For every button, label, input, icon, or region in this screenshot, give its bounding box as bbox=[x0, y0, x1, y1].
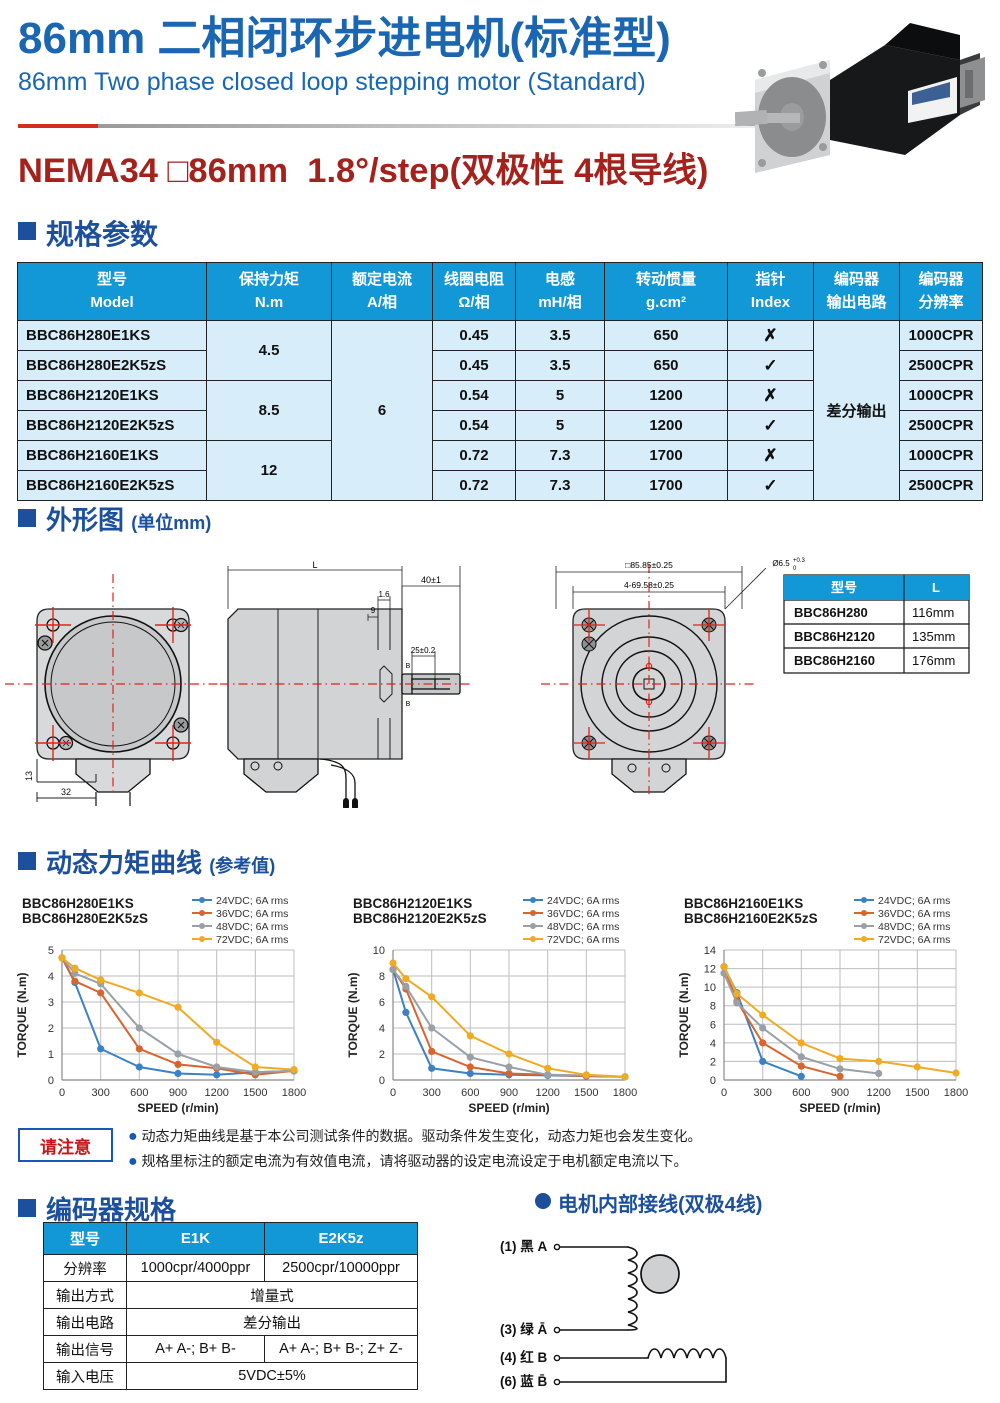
svg-text:4-69.58±0.25: 4-69.58±0.25 bbox=[624, 580, 674, 590]
svg-text:36VDC; 6A rms: 36VDC; 6A rms bbox=[216, 908, 288, 920]
svg-text:6: 6 bbox=[710, 1019, 716, 1031]
svg-text:Ø6.5: Ø6.5 bbox=[772, 559, 790, 568]
svg-text:1800: 1800 bbox=[613, 1087, 637, 1099]
svg-text:900: 900 bbox=[831, 1087, 849, 1099]
svg-text:4: 4 bbox=[379, 1023, 385, 1035]
svg-text:1500: 1500 bbox=[243, 1087, 267, 1099]
svg-text:24VDC; 6A rms: 24VDC; 6A rms bbox=[547, 895, 619, 907]
svg-text:BBC86H2160E2K5zS: BBC86H2160E2K5zS bbox=[684, 911, 818, 926]
svg-text:40±1: 40±1 bbox=[421, 575, 441, 585]
svg-text:32: 32 bbox=[61, 787, 71, 797]
svg-text:5: 5 bbox=[48, 945, 54, 957]
svg-text:TORQUE (N.m): TORQUE (N.m) bbox=[346, 972, 360, 1057]
svg-text:L: L bbox=[932, 580, 940, 595]
svg-text:8: 8 bbox=[710, 1001, 716, 1013]
svg-text:BBC86H2160: BBC86H2160 bbox=[794, 653, 875, 668]
svg-text:B: B bbox=[406, 663, 411, 670]
svg-text:1.6: 1.6 bbox=[378, 590, 390, 599]
svg-text:4: 4 bbox=[48, 971, 54, 983]
svg-text:12: 12 bbox=[704, 964, 716, 976]
svg-text:0: 0 bbox=[48, 1075, 54, 1087]
svg-text:0: 0 bbox=[379, 1075, 385, 1087]
svg-text:72VDC; 6A rms: 72VDC; 6A rms bbox=[547, 934, 619, 946]
svg-text:600: 600 bbox=[130, 1087, 148, 1099]
svg-text:1800: 1800 bbox=[282, 1087, 306, 1099]
svg-text:25±0.2: 25±0.2 bbox=[411, 646, 436, 655]
svg-text:48VDC; 6A rms: 48VDC; 6A rms bbox=[547, 921, 619, 933]
svg-text:(3) 绿 Ā: (3) 绿 Ā bbox=[500, 1321, 548, 1337]
svg-text:SPEED (r/min): SPEED (r/min) bbox=[137, 1101, 218, 1115]
svg-text:900: 900 bbox=[500, 1087, 518, 1099]
svg-text:0: 0 bbox=[793, 566, 797, 572]
svg-text:48VDC; 6A rms: 48VDC; 6A rms bbox=[878, 921, 950, 933]
svg-text:0: 0 bbox=[59, 1087, 65, 1099]
svg-text:2: 2 bbox=[379, 1049, 385, 1061]
svg-text:BBC86H2160E1KS: BBC86H2160E1KS bbox=[684, 896, 803, 911]
svg-text:L: L bbox=[312, 560, 317, 570]
svg-text:+0.3: +0.3 bbox=[793, 558, 806, 564]
svg-text:6: 6 bbox=[379, 997, 385, 1009]
svg-text:BBC86H280: BBC86H280 bbox=[794, 605, 868, 620]
svg-text:SPEED (r/min): SPEED (r/min) bbox=[799, 1101, 880, 1115]
svg-text:600: 600 bbox=[792, 1087, 810, 1099]
svg-text:13: 13 bbox=[24, 771, 34, 781]
svg-text:3: 3 bbox=[48, 997, 54, 1009]
svg-text:BBC86H2120: BBC86H2120 bbox=[794, 629, 875, 644]
svg-text:(1) 黑 A: (1) 黑 A bbox=[500, 1239, 548, 1254]
svg-text:36VDC; 6A rms: 36VDC; 6A rms bbox=[878, 908, 950, 920]
svg-text:1500: 1500 bbox=[905, 1087, 929, 1099]
svg-text:10: 10 bbox=[373, 945, 385, 957]
svg-text:1: 1 bbox=[48, 1049, 54, 1061]
svg-text:116mm: 116mm bbox=[912, 605, 954, 620]
svg-text:□85.85±0.25: □85.85±0.25 bbox=[625, 560, 673, 570]
svg-text:300: 300 bbox=[92, 1087, 110, 1099]
svg-text:1500: 1500 bbox=[574, 1087, 598, 1099]
svg-text:300: 300 bbox=[754, 1087, 772, 1099]
svg-text:0: 0 bbox=[390, 1087, 396, 1099]
svg-text:300: 300 bbox=[423, 1087, 441, 1099]
svg-text:1200: 1200 bbox=[866, 1087, 890, 1099]
svg-text:TORQUE (N.m): TORQUE (N.m) bbox=[677, 972, 691, 1057]
svg-text:36VDC; 6A rms: 36VDC; 6A rms bbox=[547, 908, 619, 920]
svg-text:2: 2 bbox=[710, 1056, 716, 1068]
svg-text:BBC86H2120E1KS: BBC86H2120E1KS bbox=[353, 896, 472, 911]
svg-text:SPEED (r/min): SPEED (r/min) bbox=[468, 1101, 549, 1115]
svg-text:9: 9 bbox=[371, 606, 376, 615]
svg-text:(4) 红 B: (4) 红 B bbox=[500, 1349, 548, 1365]
svg-text:2: 2 bbox=[48, 1023, 54, 1035]
svg-text:0: 0 bbox=[710, 1075, 716, 1087]
svg-text:BBC86H280E2K5zS: BBC86H280E2K5zS bbox=[22, 911, 148, 926]
svg-text:48VDC; 6A rms: 48VDC; 6A rms bbox=[216, 921, 288, 933]
svg-text:(6) 蓝 B̄: (6) 蓝 B̄ bbox=[500, 1373, 548, 1389]
svg-text:14: 14 bbox=[704, 945, 716, 957]
svg-text:72VDC; 6A rms: 72VDC; 6A rms bbox=[878, 934, 950, 946]
svg-text:0: 0 bbox=[721, 1087, 727, 1099]
svg-text:4: 4 bbox=[710, 1038, 716, 1050]
svg-text:8: 8 bbox=[379, 971, 385, 983]
svg-text:BBC86H280E1KS: BBC86H280E1KS bbox=[22, 896, 134, 911]
svg-text:1800: 1800 bbox=[944, 1087, 968, 1099]
svg-text:1200: 1200 bbox=[204, 1087, 228, 1099]
svg-text:24VDC; 6A rms: 24VDC; 6A rms bbox=[878, 895, 950, 907]
svg-text:TORQUE (N.m): TORQUE (N.m) bbox=[15, 972, 29, 1057]
svg-text:135mm: 135mm bbox=[912, 629, 955, 644]
svg-text:900: 900 bbox=[169, 1087, 187, 1099]
svg-text:176mm: 176mm bbox=[912, 653, 955, 668]
svg-text:B: B bbox=[406, 701, 411, 708]
svg-text:BBC86H2120E2K5zS: BBC86H2120E2K5zS bbox=[353, 911, 487, 926]
svg-text:600: 600 bbox=[461, 1087, 479, 1099]
svg-text:型号: 型号 bbox=[831, 580, 857, 595]
svg-text:72VDC; 6A rms: 72VDC; 6A rms bbox=[216, 934, 288, 946]
svg-text:1200: 1200 bbox=[535, 1087, 559, 1099]
svg-text:24VDC; 6A rms: 24VDC; 6A rms bbox=[216, 895, 288, 907]
svg-text:10: 10 bbox=[704, 982, 716, 994]
